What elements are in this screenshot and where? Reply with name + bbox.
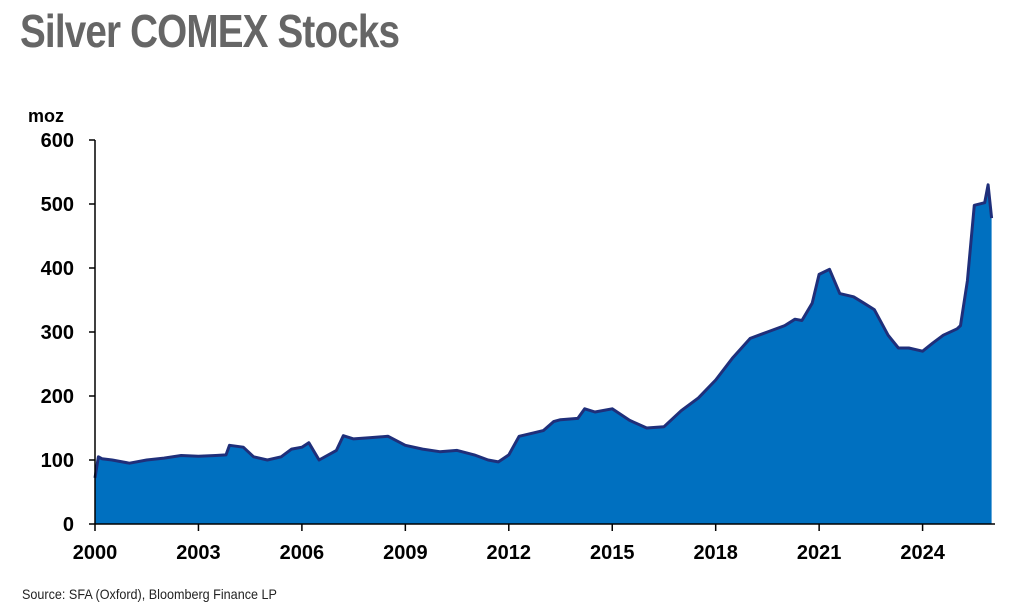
x-tick-label: 2003 [176,542,221,564]
x-tick-label: 2006 [280,542,325,564]
y-tick-label: 300 [41,322,74,344]
x-tick-label: 2009 [383,542,428,564]
y-tick-label: 600 [41,130,74,152]
axes: 0 100 200 300 400 500 600 2000 2003 2006 2009 2012 2… [41,130,995,564]
source-note: Source: SFA (Oxford), Bloomberg Finance … [22,586,277,602]
x-tick-label: 2018 [693,542,738,564]
chart-title: Silver COMEX Stocks [20,5,400,57]
y-tick-label: 200 [41,386,74,408]
y-tick-label: 400 [41,258,74,280]
y-tick-label: 0 [63,514,74,536]
y-tick-label: 100 [41,450,74,472]
x-tick-label: 2024 [900,542,945,564]
y-tick-label: 500 [41,194,74,216]
x-tick-label: 2012 [487,542,532,564]
y-axis-unit-label: moz [28,106,64,126]
x-tick-label: 2021 [797,542,842,564]
x-tick-label: 2015 [590,542,635,564]
stocks-series-line [93,183,994,479]
x-tick-label: 2000 [73,542,118,564]
stocks-area-fill [95,184,992,525]
